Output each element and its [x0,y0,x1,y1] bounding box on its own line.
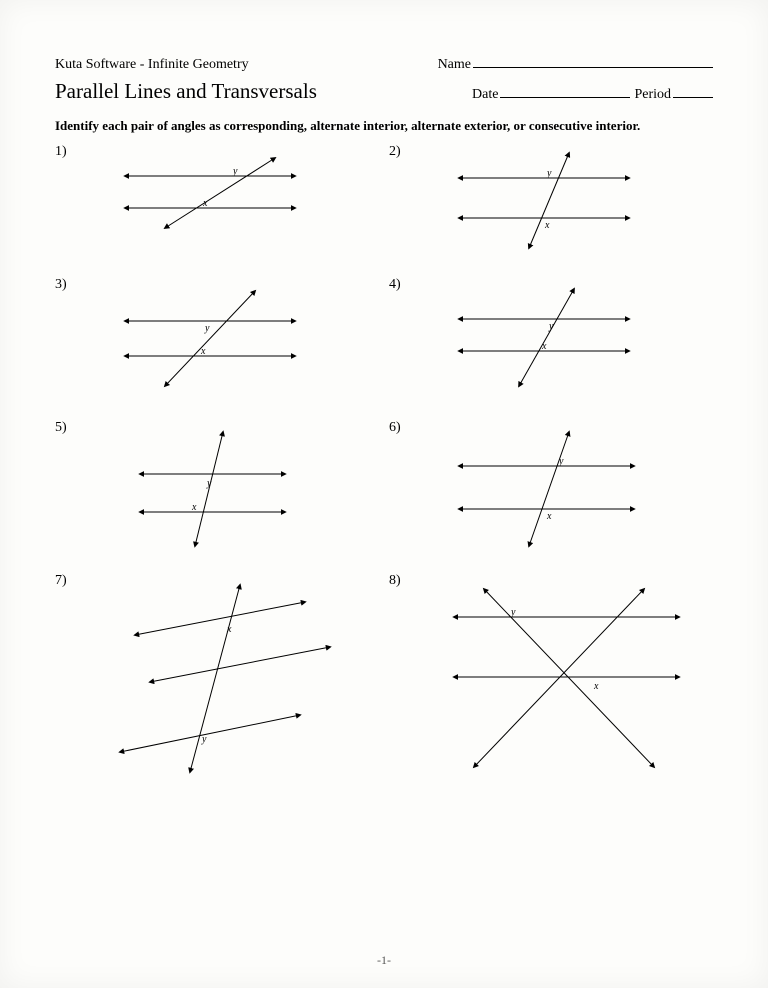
title-row: Parallel Lines and Transversals Date Per… [55,79,713,104]
worksheet-title: Parallel Lines and Transversals [55,79,317,104]
geometry-figure: yx [429,577,709,777]
problem-number: 8) [389,573,401,589]
problems-grid: 1)yx2)yx3)yx4)yx5)yx6)yx7)xy8)yx [55,144,713,791]
period-label: Period [634,87,671,103]
svg-text:y: y [232,166,238,177]
problem-number: 3) [55,277,67,293]
period-blank[interactable] [673,85,713,98]
geometry-figure: yx [429,281,649,401]
svg-text:y: y [510,607,516,618]
problem-2: 2)yx [389,144,713,272]
problem-number: 4) [389,277,401,293]
problem-4: 4) yx [389,277,713,415]
geometry-figure: yx [95,281,315,401]
date-period-field: Date Period [472,85,713,103]
svg-text:y: y [558,456,564,467]
svg-text:x: x [202,198,208,209]
svg-text:x: x [544,220,550,231]
svg-text:y: y [546,168,552,179]
problem-number: 7) [55,573,67,589]
problem-number: 2) [389,144,401,160]
svg-text:y: y [548,321,554,332]
problem-6: 6)yx [389,420,713,568]
problem-7: 7)xy [55,573,379,791]
svg-text:x: x [191,502,197,513]
svg-text:x: x [546,511,552,522]
name-blank[interactable] [473,55,713,68]
problem-5: 5)yx [55,420,379,568]
problem-8: 8)yx [389,573,713,791]
instructions: Identify each pair of angles as correspo… [55,118,713,134]
name-field: Name [438,55,713,73]
svg-text:x: x [541,341,547,352]
problem-3: 3)yx [55,277,379,415]
problem-number: 6) [389,420,401,436]
worksheet-page: Kuta Software - Infinite Geometry Name P… [0,0,768,988]
svg-text:y: y [204,323,210,334]
svg-text:x: x [200,346,206,357]
geometry-figure: yx [429,148,649,258]
problem-1: 1)yx [55,144,379,262]
svg-text:x: x [226,624,232,635]
svg-text:y: y [206,478,212,489]
geometry-figure: xy [95,577,375,777]
geometry-figure: yx [95,148,315,248]
software-label: Kuta Software - Infinite Geometry [55,57,249,73]
name-label: Name [438,57,471,73]
geometry-figure: yx [95,424,315,554]
svg-text:y: y [201,734,207,745]
date-blank[interactable] [500,85,630,98]
problem-number: 5) [55,420,67,436]
problem-number: 1) [55,144,67,160]
svg-text:x: x [593,681,599,692]
geometry-figure: yx [429,424,649,554]
page-footer: -1- [0,953,768,968]
header-row: Kuta Software - Infinite Geometry Name [55,55,713,73]
date-label: Date [472,87,498,103]
